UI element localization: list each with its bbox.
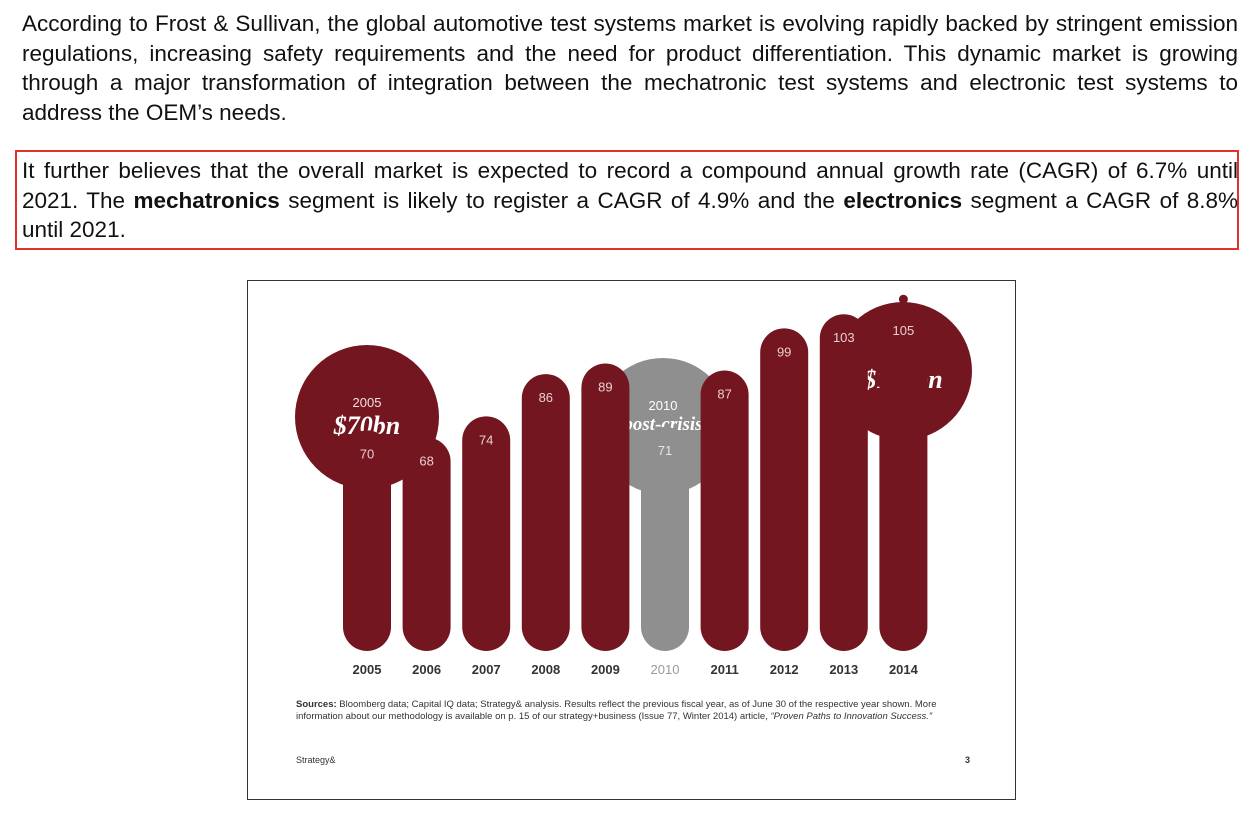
bar-2012 <box>760 328 809 651</box>
bar-2013 <box>819 314 868 651</box>
bar-value-label: 71 <box>658 443 672 458</box>
callout-year-2005: 2005 <box>353 395 382 410</box>
callout-year-2010: 2010 <box>649 398 678 413</box>
bar-value-label: 70 <box>360 446 374 461</box>
x-tick-label: 2008 <box>531 662 560 677</box>
bar-2010 <box>641 426 689 651</box>
bar-2006 <box>402 437 451 651</box>
brand-footer: Strategy& <box>296 755 336 765</box>
x-tick-label: 2005 <box>353 662 382 677</box>
x-tick-label: 2010 <box>651 662 680 677</box>
callout-bubble-2005 <box>295 345 439 489</box>
page-number: 3 <box>965 755 971 765</box>
x-tick-label: 2011 <box>710 662 738 677</box>
callout-label: post-crisis <box>621 414 702 435</box>
bar-2014 <box>879 307 928 651</box>
market-size-chart: 2005$70bn2010post-crisisdip2014$105bn702… <box>295 294 972 677</box>
x-tick-label: 2006 <box>412 662 441 677</box>
sources-note: Sources: Bloomberg data; Capital IQ data… <box>296 699 937 722</box>
intro-paragraph: According to Frost & Sullivan, the globa… <box>22 11 1238 125</box>
bar-value-label: 74 <box>479 432 493 447</box>
bar-2005 <box>343 430 391 651</box>
callout-dot <box>898 294 908 304</box>
mechatronics-term: mechatronics <box>133 187 280 213</box>
bar-2007 <box>462 416 511 651</box>
bar-value-label: 103 <box>833 330 855 345</box>
bar-value-label: 68 <box>419 453 433 468</box>
cagr-paragraph: It further believes that the overall mar… <box>22 158 1239 242</box>
bar-2009 <box>581 363 630 651</box>
x-tick-label: 2009 <box>591 662 620 677</box>
bar-value-label: 89 <box>598 380 612 395</box>
x-tick-label: 2007 <box>472 662 501 677</box>
x-tick-label: 2013 <box>829 662 858 677</box>
bar-value-label: 87 <box>717 387 731 402</box>
bar-2011 <box>700 370 749 651</box>
bar-value-label: 86 <box>539 390 553 405</box>
electronics-term: electronics <box>843 187 963 213</box>
bar-2008 <box>521 374 570 651</box>
bar-value-label: 105 <box>893 323 915 338</box>
x-tick-label: 2012 <box>770 662 799 677</box>
x-tick-label: 2014 <box>889 662 919 677</box>
bar-value-label: 99 <box>777 344 791 359</box>
highlight-box <box>15 150 1239 250</box>
chart-slide: 2005$70bn2010post-crisisdip2014$105bn702… <box>247 280 1016 800</box>
